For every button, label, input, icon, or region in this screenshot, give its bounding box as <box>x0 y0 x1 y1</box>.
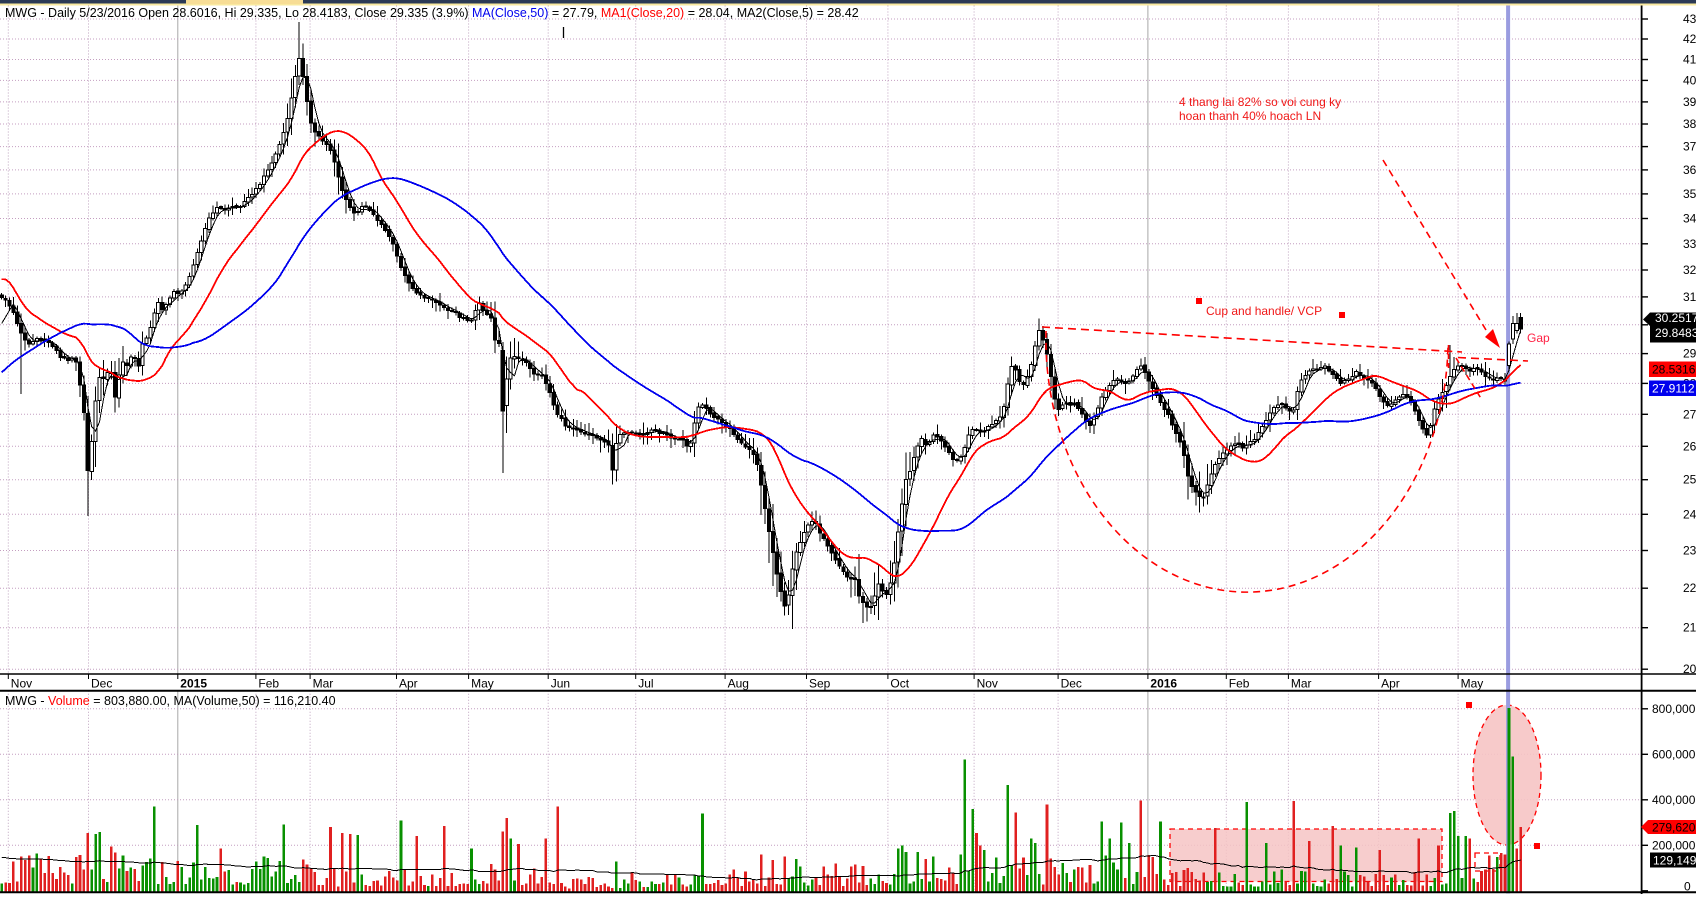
svg-text:24: 24 <box>1683 507 1696 521</box>
svg-text:4 thang lai 82% so voi cung ky: 4 thang lai 82% so voi cung ky <box>1179 95 1341 109</box>
svg-text:32: 32 <box>1683 263 1696 277</box>
svg-text:2015: 2015 <box>180 677 207 691</box>
svg-text:129,149: 129,149 <box>1653 854 1696 868</box>
svg-text:Jun: Jun <box>551 677 570 691</box>
svg-text:Dec: Dec <box>1061 677 1082 691</box>
svg-text:Sep: Sep <box>809 677 831 691</box>
svg-text:Jul: Jul <box>638 677 653 691</box>
svg-text:39: 39 <box>1683 95 1696 109</box>
svg-text:43: 43 <box>1683 12 1696 26</box>
svg-text:27.9112: 27.9112 <box>1652 382 1695 396</box>
svg-text:MWG - Daily 5/23/2016 Open 28.: MWG - Daily 5/23/2016 Open 28.6016, Hi 2… <box>5 6 859 20</box>
svg-text:38: 38 <box>1683 117 1696 131</box>
svg-text:23: 23 <box>1683 544 1696 558</box>
svg-text:Oct: Oct <box>890 677 909 691</box>
svg-text:27: 27 <box>1683 407 1696 421</box>
svg-text:May: May <box>1461 677 1484 691</box>
svg-text:MWG - Volume = 803,880.00, MA(: MWG - Volume = 803,880.00, MA(Volume,50)… <box>5 694 336 708</box>
svg-text:Gap: Gap <box>1527 331 1550 345</box>
svg-text:29.8483: 29.8483 <box>1655 326 1696 340</box>
svg-text:0: 0 <box>1684 880 1691 894</box>
svg-text:36: 36 <box>1683 163 1696 177</box>
svg-text:Aug: Aug <box>728 677 749 691</box>
svg-text:34: 34 <box>1683 212 1696 226</box>
svg-text:35: 35 <box>1683 187 1696 201</box>
svg-text:600,000: 600,000 <box>1652 747 1696 761</box>
svg-text:400,000: 400,000 <box>1652 793 1696 807</box>
svg-text:42: 42 <box>1683 32 1696 46</box>
svg-text:Cup and handle/ VCP: Cup and handle/ VCP <box>1206 304 1322 318</box>
svg-text:Feb: Feb <box>258 677 279 691</box>
svg-text:28.5316: 28.5316 <box>1652 363 1696 377</box>
svg-text:22: 22 <box>1683 581 1696 595</box>
svg-text:37: 37 <box>1683 140 1696 154</box>
svg-text:Apr: Apr <box>399 677 418 691</box>
svg-text:hoan thanh 40% hoach LN: hoan thanh 40% hoach LN <box>1179 109 1321 123</box>
svg-text:200,000: 200,000 <box>1652 838 1696 852</box>
svg-text:41: 41 <box>1683 53 1696 67</box>
svg-text:26: 26 <box>1683 439 1696 453</box>
svg-text:May: May <box>471 677 494 691</box>
svg-text:33: 33 <box>1683 237 1696 251</box>
svg-text:40: 40 <box>1683 73 1696 87</box>
svg-text:20: 20 <box>1683 662 1696 676</box>
svg-text:Mar: Mar <box>313 677 334 691</box>
svg-text:25: 25 <box>1683 473 1696 487</box>
svg-text:21: 21 <box>1683 621 1696 635</box>
svg-text:Mar: Mar <box>1291 677 1312 691</box>
svg-text:800,000: 800,000 <box>1652 702 1696 716</box>
svg-text:Nov: Nov <box>11 677 32 691</box>
svg-text:29: 29 <box>1683 347 1696 361</box>
svg-text:30.2517: 30.2517 <box>1655 311 1696 325</box>
svg-text:Feb: Feb <box>1229 677 1250 691</box>
svg-text:Dec: Dec <box>91 677 112 691</box>
svg-text:2016: 2016 <box>1150 677 1177 691</box>
svg-text:Apr: Apr <box>1381 677 1400 691</box>
svg-text:31: 31 <box>1683 290 1696 304</box>
svg-text:Nov: Nov <box>977 677 998 691</box>
svg-text:279,620: 279,620 <box>1652 821 1696 835</box>
